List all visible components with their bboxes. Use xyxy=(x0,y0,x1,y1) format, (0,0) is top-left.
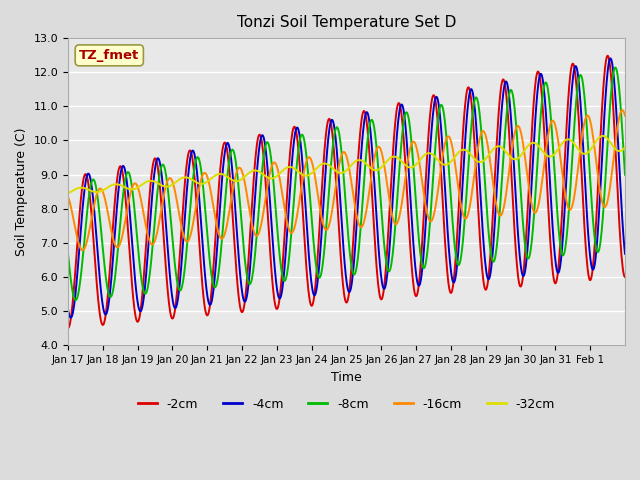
-2cm xyxy=(447,290,454,296)
-4cm xyxy=(509,145,516,151)
-4cm xyxy=(447,269,455,275)
-2cm xyxy=(289,126,297,132)
-4cm xyxy=(499,94,507,99)
-2cm xyxy=(310,299,317,304)
-4cm xyxy=(64,306,72,312)
-8cm xyxy=(64,251,72,257)
Line: -32cm: -32cm xyxy=(68,136,625,193)
Line: -2cm: -2cm xyxy=(68,56,625,328)
-8cm xyxy=(290,198,298,204)
-8cm xyxy=(612,65,620,71)
-32cm xyxy=(447,159,454,165)
Legend: -2cm, -4cm, -8cm, -16cm, -32cm: -2cm, -4cm, -8cm, -16cm, -32cm xyxy=(133,393,560,416)
-16cm xyxy=(447,139,455,144)
-16cm xyxy=(499,208,507,214)
-16cm xyxy=(64,194,72,200)
-32cm xyxy=(621,144,629,150)
Text: TZ_fmet: TZ_fmet xyxy=(79,49,140,62)
Line: -4cm: -4cm xyxy=(68,59,625,318)
-4cm xyxy=(122,169,129,175)
-8cm xyxy=(621,172,629,178)
Line: -16cm: -16cm xyxy=(68,110,625,250)
-4cm xyxy=(310,292,317,298)
-16cm xyxy=(79,247,86,253)
-32cm xyxy=(499,145,506,151)
X-axis label: Time: Time xyxy=(331,371,362,384)
-32cm xyxy=(310,169,317,175)
-4cm xyxy=(67,315,75,321)
-8cm xyxy=(509,93,516,98)
-2cm xyxy=(121,189,129,194)
-32cm xyxy=(121,184,129,190)
-4cm xyxy=(290,140,298,145)
-4cm xyxy=(621,251,629,256)
-16cm xyxy=(618,108,626,113)
Title: Tonzi Soil Temperature Set D: Tonzi Soil Temperature Set D xyxy=(237,15,456,30)
-8cm xyxy=(122,176,129,181)
-8cm xyxy=(72,297,79,303)
-16cm xyxy=(310,168,317,173)
-2cm xyxy=(604,53,612,59)
-2cm xyxy=(64,325,72,331)
-32cm xyxy=(289,165,297,171)
-8cm xyxy=(499,161,507,167)
-8cm xyxy=(447,198,455,204)
-32cm xyxy=(599,133,607,139)
-16cm xyxy=(621,113,629,119)
-16cm xyxy=(290,227,298,232)
Line: -8cm: -8cm xyxy=(68,68,625,300)
-2cm xyxy=(621,274,629,280)
-8cm xyxy=(310,243,317,249)
-16cm xyxy=(122,217,129,223)
-2cm xyxy=(499,78,506,84)
-32cm xyxy=(509,156,516,161)
-2cm xyxy=(509,189,516,195)
-16cm xyxy=(509,140,516,145)
Y-axis label: Soil Temperature (C): Soil Temperature (C) xyxy=(15,127,28,256)
-4cm xyxy=(607,56,614,61)
-32cm xyxy=(64,191,72,196)
